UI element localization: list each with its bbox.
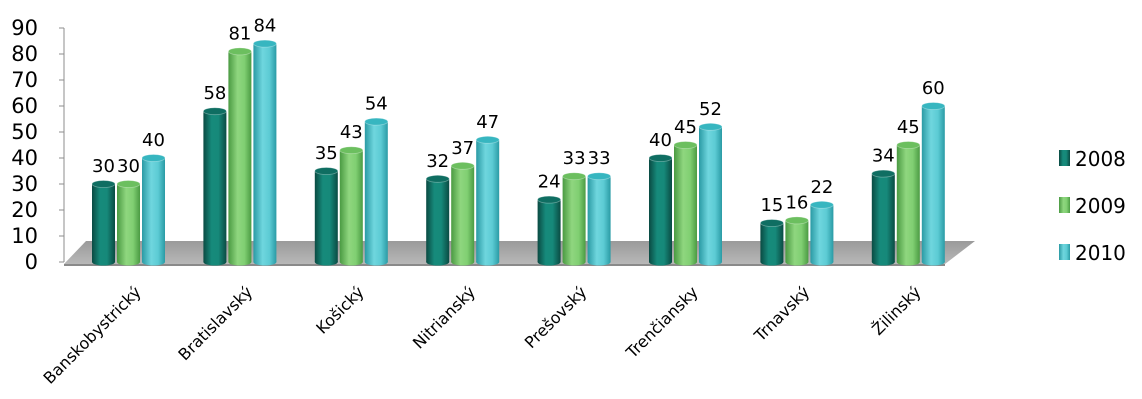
category-label: Prešovský: [521, 282, 591, 352]
legend-label: 2008: [1075, 147, 1126, 171]
bar-2010-0: [141, 154, 166, 266]
data-label: 58: [203, 83, 226, 104]
data-label: 24: [538, 172, 561, 193]
bar-2008-7: [871, 169, 896, 266]
legend-item-2008: 2008: [1059, 147, 1126, 171]
category-label: Žilinský: [868, 282, 925, 339]
bar-2009-4: [562, 172, 586, 266]
bar-2010-4: [587, 172, 611, 266]
data-label: 43: [340, 122, 363, 143]
bar-2009-2: [339, 146, 364, 266]
legend-item-2010: 2010: [1059, 241, 1126, 265]
data-label: 15: [760, 195, 783, 216]
category-label: Trenčiansky: [622, 282, 702, 362]
bar-2010-5: [698, 122, 723, 266]
data-label: 30: [117, 156, 140, 177]
y-tick-label: 0: [25, 250, 38, 274]
bar-2009-7: [896, 141, 921, 266]
bar-2009-3: [450, 161, 475, 266]
bar-2008-6: [760, 219, 784, 266]
data-label: 22: [810, 177, 833, 198]
y-tick-label: 70: [11, 68, 38, 92]
data-label: 40: [649, 130, 672, 151]
legend-swatch: [1059, 244, 1070, 260]
data-label: 33: [588, 148, 611, 169]
data-label: 35: [315, 143, 338, 164]
data-label: 60: [922, 78, 945, 99]
data-label: 54: [365, 94, 388, 115]
category-label: Bratislavský: [174, 282, 256, 364]
category-label: Trnavský: [750, 282, 813, 345]
bar-2010-7: [921, 102, 946, 266]
data-label: 32: [426, 151, 449, 172]
bar-2010-1: [252, 39, 277, 266]
legend-swatch: [1059, 197, 1070, 213]
chart-floor-edge: [64, 264, 945, 266]
data-label: 30: [92, 156, 115, 177]
legend-swatch: [1059, 150, 1070, 166]
category-label: Banskobystrický: [39, 282, 144, 387]
bar-2009-5: [673, 141, 698, 266]
data-label: 81: [228, 23, 251, 44]
bar-2010-6: [810, 200, 834, 266]
data-label: 40: [142, 130, 165, 151]
bar-2008-1: [202, 107, 227, 266]
bar-2010-3: [475, 135, 500, 266]
legend-label: 2010: [1075, 241, 1126, 265]
data-label: 37: [451, 138, 474, 159]
bar-2008-4: [537, 195, 561, 266]
legend-item-2009: 2009: [1059, 194, 1126, 218]
bar-2009-1: [227, 47, 252, 266]
y-tick-label: 30: [11, 172, 38, 196]
category-label: Nitrianský: [409, 282, 479, 352]
data-label: 47: [476, 112, 499, 133]
data-label: 45: [674, 117, 697, 138]
data-label: 16: [785, 192, 808, 213]
bar-2008-0: [91, 180, 116, 266]
y-tick-label: 60: [11, 94, 38, 118]
bar-2009-0: [116, 180, 141, 266]
y-tick-label: 90: [11, 16, 38, 40]
bar-2009-6: [785, 216, 809, 266]
bar-2008-5: [648, 154, 673, 266]
category-label: Košický: [312, 282, 367, 337]
chart-floor: [64, 241, 975, 264]
bar-2008-3: [425, 174, 450, 266]
y-tick-label: 20: [11, 198, 38, 222]
data-label: 84: [253, 16, 276, 37]
data-label: 33: [563, 148, 586, 169]
y-tick-label: 50: [11, 120, 38, 144]
data-label: 34: [872, 146, 895, 167]
y-tick-label: 80: [11, 42, 38, 66]
data-label: 45: [897, 117, 920, 138]
data-label: 52: [699, 99, 722, 120]
y-tick-label: 40: [11, 146, 38, 170]
bar-2010-2: [364, 117, 389, 266]
bar-2008-2: [314, 167, 339, 266]
y-tick-label: 10: [11, 224, 38, 248]
legend-label: 2009: [1075, 194, 1126, 218]
